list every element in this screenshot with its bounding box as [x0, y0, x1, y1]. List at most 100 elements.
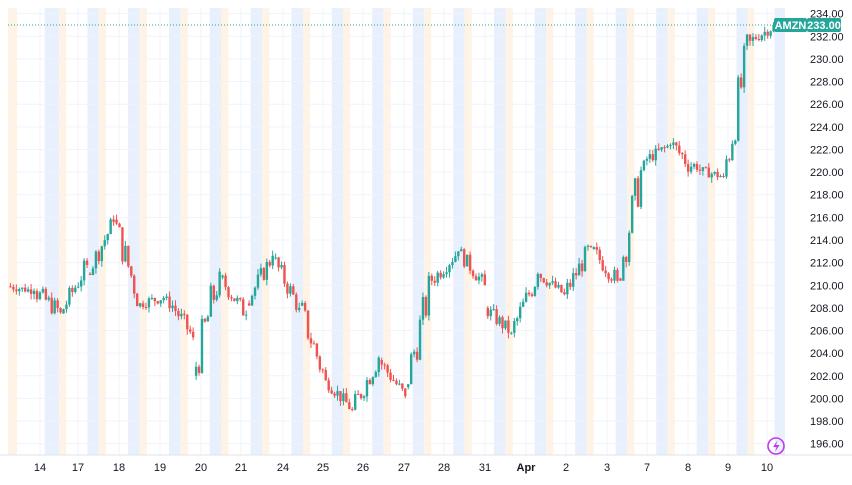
candle-body — [274, 257, 277, 259]
candle-body — [359, 394, 363, 399]
candle-body — [47, 297, 50, 300]
candle-body — [763, 31, 766, 36]
candle-body — [141, 303, 145, 307]
candle-body — [324, 369, 327, 381]
premarket-band — [303, 8, 311, 455]
premarket-band — [667, 8, 675, 455]
candle-body — [412, 351, 416, 355]
candle-body — [757, 38, 761, 40]
candle-body — [433, 280, 436, 283]
candle-body — [153, 297, 157, 302]
candle-body — [265, 261, 269, 280]
candle-body — [516, 318, 519, 322]
candle-body — [82, 260, 86, 281]
candle-body — [233, 298, 236, 302]
candle-body — [468, 254, 472, 271]
premarket-band — [546, 8, 554, 455]
candle-body — [371, 377, 375, 385]
candle-body — [365, 380, 369, 397]
candle-body — [678, 145, 681, 154]
candle-body — [200, 318, 204, 373]
candle-body — [59, 308, 62, 313]
candle-body — [530, 294, 534, 296]
candle-body — [380, 359, 383, 365]
candle-body — [41, 288, 45, 293]
premarket-band — [139, 8, 147, 455]
candle-body — [707, 167, 710, 178]
afterhours-band — [128, 8, 140, 455]
premarket-band — [708, 8, 716, 455]
candle-body — [32, 290, 36, 294]
candle-body — [259, 268, 263, 275]
afterhours-band — [774, 8, 785, 455]
x-tick-label: 18 — [113, 462, 125, 474]
candle-body — [271, 255, 274, 266]
candle-body — [88, 273, 92, 276]
candle-body — [489, 309, 492, 317]
afterhours-band — [575, 8, 587, 455]
candle-body — [731, 143, 734, 161]
premarket-band — [505, 8, 513, 455]
candle-body — [351, 409, 354, 411]
candle-body — [35, 290, 39, 300]
candle-body — [742, 45, 746, 88]
candle-body — [675, 142, 678, 146]
candle-body — [77, 286, 80, 288]
candle-body — [513, 321, 516, 333]
candle-body — [607, 273, 610, 280]
premarket-band — [98, 8, 106, 455]
candle-body — [480, 274, 484, 277]
candle-body — [622, 256, 625, 281]
candle-body — [589, 245, 593, 247]
x-tick-label: 24 — [277, 462, 289, 474]
x-tick-label: 2 — [563, 462, 569, 474]
candle-body — [206, 316, 210, 322]
candle-body — [610, 279, 613, 281]
candle-body — [666, 145, 669, 148]
y-tick-label: 234.00 — [810, 9, 844, 21]
candle-body — [722, 175, 725, 177]
y-tick-label: 210.00 — [810, 280, 844, 292]
candle-body — [507, 320, 510, 333]
candle-body — [256, 274, 260, 288]
afterhours-band — [615, 8, 627, 455]
candle-body — [598, 249, 601, 261]
candle-body — [477, 276, 481, 281]
candle-body — [298, 307, 301, 310]
time-axis: 14 17 18 19 20 21 24 25 26 27 28 31 Apr 2 3 7 8 9 10 — [0, 454, 852, 474]
x-tick-label: 9 — [725, 462, 731, 474]
candle-body — [728, 159, 731, 161]
x-tick-label: 26 — [357, 462, 369, 474]
candle-body — [577, 263, 581, 276]
y-tick-label: 228.00 — [810, 77, 844, 89]
candle-body — [527, 292, 531, 295]
candle-body — [557, 284, 560, 288]
candle-body — [713, 171, 716, 174]
candle-body — [436, 272, 439, 283]
candle-body — [85, 260, 89, 265]
candle-body — [463, 249, 466, 267]
y-tick-label: 196.00 — [810, 439, 844, 451]
candle-body — [345, 393, 348, 403]
candle-body — [457, 251, 460, 257]
candle-body — [130, 266, 133, 276]
candle-body — [613, 269, 616, 281]
candle-body — [318, 356, 322, 370]
candle-body — [681, 153, 684, 155]
x-tick-label: 25 — [317, 462, 329, 474]
candle-body — [230, 297, 233, 299]
candle-body — [639, 170, 643, 207]
lightning-icon[interactable] — [767, 437, 785, 455]
candle-body — [26, 289, 30, 292]
afterhours-band — [494, 8, 506, 455]
candle-body — [65, 304, 68, 310]
candle-body — [642, 160, 646, 171]
candle-body — [38, 292, 42, 300]
premarket-band — [262, 8, 270, 455]
candle-body — [474, 276, 478, 281]
candle-body — [710, 173, 713, 178]
candle-body — [695, 163, 699, 170]
afterhours-band — [736, 8, 748, 455]
